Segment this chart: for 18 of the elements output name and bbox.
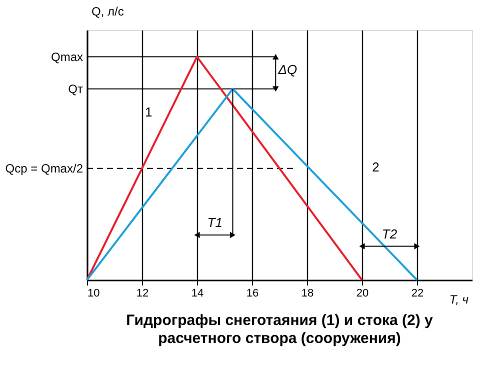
y-axis-title: Q, л/с: [92, 4, 124, 18]
text: Гидрографы снеготаяния (1) и стока (2) у расчетного створа (сооружения): [126, 312, 434, 347]
ref-line-label: Qmax: [50, 50, 83, 64]
annotation: T2: [382, 226, 398, 242]
x-tick-label: 22: [411, 288, 424, 300]
ref-line-label: Qт: [68, 82, 84, 96]
x-tick-label: 18: [301, 288, 314, 300]
x-tick-label: 10: [88, 288, 100, 300]
annotation: 1: [144, 104, 152, 120]
annotation: T1: [207, 215, 222, 230]
x-tick-label: 12: [136, 288, 149, 300]
x-tick-label: 16: [246, 288, 259, 300]
x-tick-label: 14: [191, 288, 204, 300]
x-axis-title: T, ч: [449, 292, 468, 306]
ref-line-label: Qср = Qmax/2: [5, 161, 84, 176]
annotation: ΔQ: [277, 62, 298, 77]
x-tick-label: 20: [356, 288, 369, 300]
annotation: 2: [372, 160, 380, 174]
